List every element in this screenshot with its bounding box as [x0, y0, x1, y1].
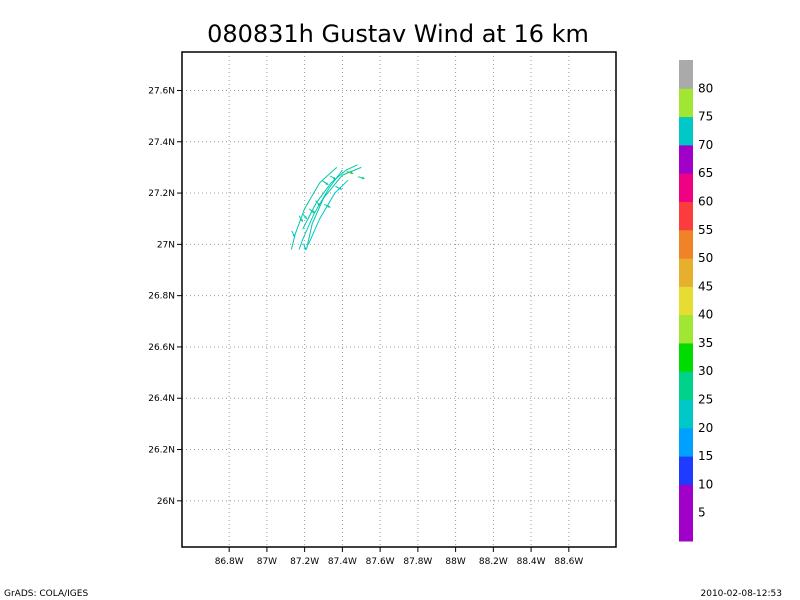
wind-vectors — [291, 171, 365, 251]
colorbar-segment — [679, 456, 693, 485]
colorbar-segment — [679, 201, 693, 231]
wind-arrow — [329, 175, 337, 180]
x-tick-label: 86.8W — [215, 557, 244, 567]
streamline — [290, 167, 338, 250]
colorbar-label: 75 — [698, 110, 713, 124]
wind-arrow — [291, 230, 296, 238]
colorbar-label: 70 — [698, 138, 713, 152]
footer-right: 2010-02-08-12:53 — [701, 589, 783, 599]
y-axis-ticks: 26N 26.2N 26.4N 26.6N 26.8N 27N 27.2N 27.4N 27.6… — [148, 86, 182, 507]
colorbar-segment — [679, 314, 693, 344]
streamline — [302, 164, 358, 230]
colorbar-segment — [679, 342, 693, 372]
wind-arrow — [335, 185, 342, 190]
colorbar-segment — [679, 427, 693, 457]
colorbar-label: 5 — [698, 506, 706, 520]
colorbar: 5 10 15 20 25 30 35 40 45 50 55 60 65 70 75 80 — [679, 60, 713, 542]
x-axis-ticks: 88.6W 88.4W 88.2W 88W 87.8W 87.6W 87.4W 87.2W 87… — [215, 547, 583, 567]
colorbar-label: 40 — [698, 308, 713, 322]
y-tick-label: 27N — [157, 240, 175, 250]
x-tick-label: 88.6W — [554, 557, 583, 567]
colorbar-label: 80 — [698, 81, 713, 95]
colorbar-segment — [679, 512, 693, 542]
streamlines — [290, 164, 362, 250]
x-tick-label: 87.6W — [366, 557, 395, 567]
colorbar-label: 45 — [698, 279, 713, 293]
colorbar-segment — [679, 116, 693, 146]
colorbar-label: 20 — [698, 421, 713, 435]
wind-arrow — [315, 200, 321, 207]
y-tick-label: 26.2N — [148, 446, 175, 456]
wind-arrow — [346, 171, 354, 175]
y-tick-label: 27.6N — [148, 86, 175, 96]
plot-frame — [181, 51, 617, 548]
x-tick-label: 87.2W — [290, 557, 319, 567]
wind-arrow — [323, 203, 331, 208]
colorbar-segment — [679, 258, 693, 287]
colorbar-label: 60 — [698, 194, 713, 208]
colorbar-segment — [679, 60, 693, 89]
colorbar-segment — [679, 144, 693, 174]
y-tick-label: 27.4N — [148, 138, 175, 148]
colorbar-segment — [679, 88, 693, 118]
colorbar-label: 35 — [698, 336, 713, 350]
streamline — [306, 166, 362, 250]
wind-arrow — [322, 180, 329, 186]
colorbar-label: 15 — [698, 449, 713, 463]
colorbar-segment — [679, 484, 693, 514]
colorbar-label: 30 — [698, 364, 713, 378]
colorbar-label: 55 — [698, 223, 713, 237]
colorbar-segment — [679, 229, 693, 259]
x-tick-label: 88.4W — [517, 557, 546, 567]
colorbar-segment — [679, 371, 693, 401]
streamline — [298, 169, 343, 250]
footer-left: GrADS: COLA/IGES — [4, 589, 88, 599]
wind-arrow — [303, 243, 307, 251]
colorbar-segment — [679, 286, 693, 316]
x-tick-label: 88.2W — [479, 557, 508, 567]
y-tick-label: 26.8N — [148, 292, 175, 302]
colorbar-segment — [679, 399, 693, 429]
y-tick-label: 27.2N — [148, 189, 175, 199]
x-tick-label: 87.4W — [328, 557, 357, 567]
wind-arrow — [298, 215, 304, 222]
colorbar-label: 65 — [698, 166, 713, 180]
chart-title: 080831h Gustav Wind at 16 km — [207, 20, 589, 48]
x-tick-label: 87W — [257, 557, 277, 567]
y-tick-label: 26.6N — [148, 343, 175, 353]
x-tick-label: 87.8W — [403, 557, 432, 567]
colorbar-label: 25 — [698, 393, 713, 407]
colorbar-segment — [679, 173, 693, 202]
y-tick-label: 26N — [157, 497, 175, 507]
wind-arrow — [309, 208, 316, 214]
colorbar-label: 50 — [698, 251, 713, 265]
colorbar-label: 10 — [698, 477, 713, 491]
grid — [182, 52, 616, 547]
wind-arrow — [357, 176, 365, 180]
wind-arrow — [302, 213, 308, 220]
x-tick-label: 88W — [445, 557, 465, 567]
y-tick-label: 26.4N — [148, 394, 175, 404]
